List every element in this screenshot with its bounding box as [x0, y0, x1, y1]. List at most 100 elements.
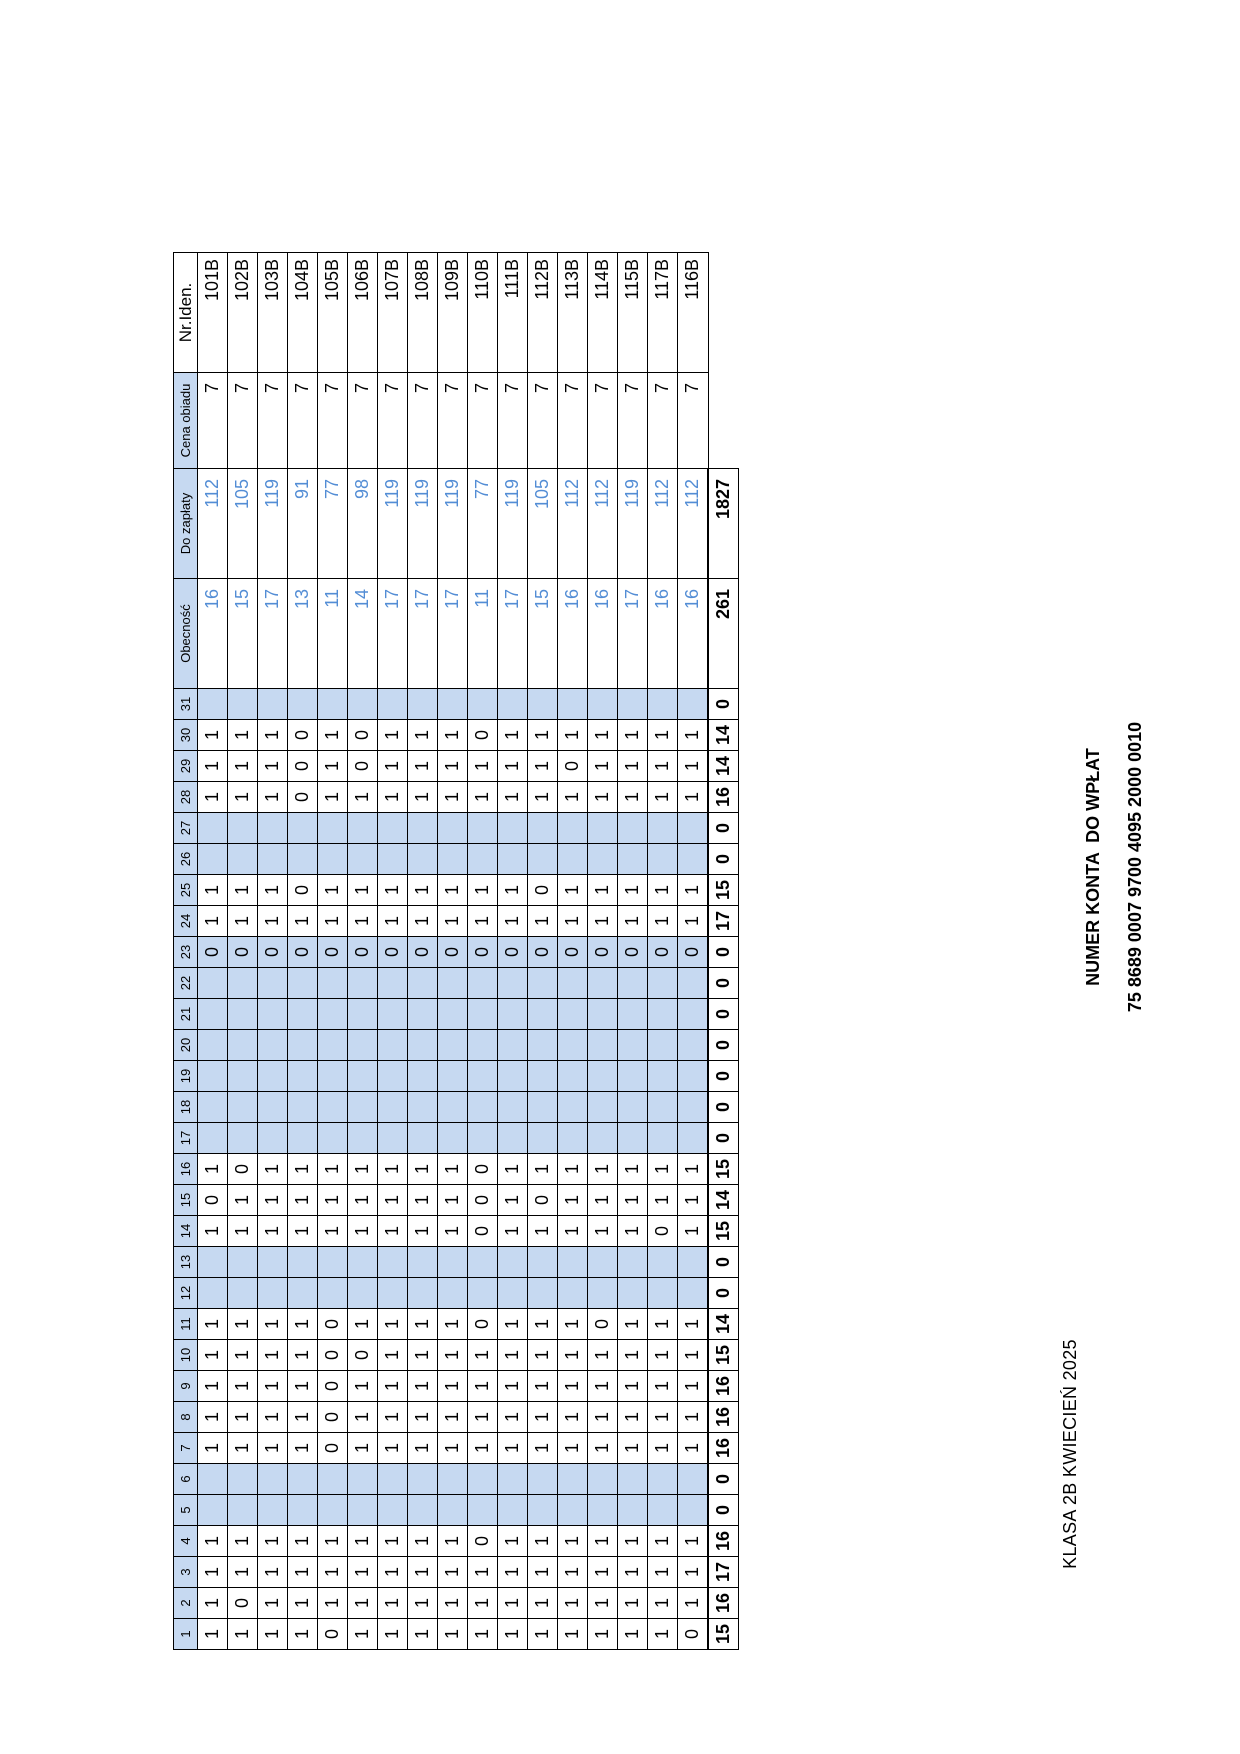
header-do-zaplaty: Do zapłaty	[173, 468, 198, 579]
day-cell: 1	[257, 719, 288, 751]
day-cell: 1	[467, 781, 498, 813]
do-zaplaty-cell: 119	[377, 468, 408, 579]
day-cell	[347, 998, 378, 1030]
day-cell	[527, 812, 558, 844]
day-cell: 1	[257, 1184, 288, 1216]
day-cell	[437, 812, 468, 844]
day-cell: 0	[197, 1184, 228, 1216]
account-info: NUMER KONTA DO WPŁAT 75 8689 0007 9700 4…	[1062, 0, 1167, 1754]
day-cell: 1	[617, 781, 648, 813]
total-day-cell: 14	[708, 1308, 739, 1340]
day-cell	[587, 688, 618, 720]
day-cell: 1	[227, 1184, 258, 1216]
day-cell	[407, 1060, 438, 1092]
day-cell: 1	[527, 905, 558, 937]
total-day-cell: 14	[708, 750, 739, 782]
header-day: 14	[173, 1215, 198, 1247]
day-cell	[677, 1029, 708, 1061]
day-cell: 1	[227, 1215, 258, 1247]
day-cell: 1	[407, 719, 438, 751]
day-cell: 1	[587, 1184, 618, 1216]
day-cell: 1	[347, 1556, 378, 1588]
day-cell	[257, 1122, 288, 1154]
day-cell: 1	[647, 1556, 678, 1588]
day-cell: 1	[197, 1339, 228, 1371]
totals-row: 15 16 17 16 0 0 16 16 16 15 14 0 0 15 14 15 0 0 0 0 0 0 0 17 15 0…	[708, 253, 739, 1650]
cena-cell: 7	[347, 372, 378, 469]
day-cell: 1	[497, 1153, 528, 1185]
day-cell: 1	[527, 1370, 558, 1402]
day-cell	[377, 1029, 408, 1061]
day-cell: 1	[377, 1401, 408, 1433]
day-cell	[257, 1029, 288, 1061]
day-cell: 1	[677, 1215, 708, 1247]
day-cell	[407, 812, 438, 844]
table-row: 1 1 1 1 1 1 1 1 1 1 1 1 0 1 1 1 0 1 16 112 7 113B	[557, 252, 588, 1650]
day-cell: 1	[527, 1556, 558, 1588]
day-cell	[467, 967, 498, 999]
day-cell: 1	[527, 1525, 558, 1557]
day-cell: 1	[317, 750, 348, 782]
day-cell	[557, 1246, 588, 1278]
total-day-cell: 0	[708, 998, 739, 1030]
day-cell: 1	[497, 1432, 528, 1464]
header-day: 27	[173, 812, 198, 844]
day-cell	[377, 812, 408, 844]
day-cell	[677, 812, 708, 844]
day-cell: 1	[467, 1401, 498, 1433]
day-cell: 1	[557, 1432, 588, 1464]
cena-cell: 7	[497, 372, 528, 469]
day-cell: 1	[287, 1215, 318, 1247]
day-cell: 1	[227, 781, 258, 813]
day-cell: 1	[407, 1556, 438, 1588]
day-cell: 1	[377, 1184, 408, 1216]
table-row: 1 1 1 1 1 1 1 0 1 1 1 1 0 1 1 1 0 0 14 98 7 106B	[347, 252, 378, 1650]
day-cell: 1	[497, 719, 528, 751]
day-cell: 1	[437, 781, 468, 813]
day-cell	[557, 1091, 588, 1123]
day-cell: 1	[587, 1215, 618, 1247]
cena-cell: 7	[437, 372, 468, 469]
day-cell: 0	[647, 1215, 678, 1247]
day-cell: 0	[257, 936, 288, 968]
total-day-cell: 16	[708, 1587, 739, 1619]
total-day-cell: 0	[708, 843, 739, 875]
day-cell	[287, 1029, 318, 1061]
day-cell: 1	[437, 1618, 468, 1650]
day-cell	[227, 843, 258, 875]
day-cell	[437, 1246, 468, 1278]
day-cell	[557, 1060, 588, 1092]
day-cell	[347, 1494, 378, 1526]
account-number: 75 8689 0007 9700 4095 2000 0010	[1125, 721, 1145, 1013]
nr-iden-cell: 101B	[197, 252, 228, 373]
header-day: 5	[173, 1494, 198, 1526]
day-cell: 1	[467, 1618, 498, 1650]
day-cell	[587, 1122, 618, 1154]
day-cell: 1	[257, 1556, 288, 1588]
day-cell: 1	[407, 1184, 438, 1216]
day-cell	[257, 1277, 288, 1309]
day-cell: 1	[197, 781, 228, 813]
day-cell: 1	[557, 1587, 588, 1619]
day-cell	[377, 1091, 408, 1123]
table-row: 1 1 1 1 1 1 1 1 1 1 1 1 0 1 0 0 0 0 13 91 7 104B	[287, 252, 318, 1650]
day-cell	[287, 1463, 318, 1495]
day-cell: 1	[347, 1153, 378, 1185]
day-cell: 1	[647, 1184, 678, 1216]
header-day: 21	[173, 998, 198, 1030]
day-cell	[287, 688, 318, 720]
day-cell	[617, 1463, 648, 1495]
day-cell	[407, 1122, 438, 1154]
day-cell	[287, 998, 318, 1030]
day-cell: 1	[527, 1153, 558, 1185]
day-cell	[497, 1494, 528, 1526]
day-cell	[587, 967, 618, 999]
header-day: 2	[173, 1587, 198, 1619]
day-cell	[317, 1122, 348, 1154]
day-cell: 1	[467, 1339, 498, 1371]
day-cell: 1	[317, 874, 348, 906]
day-cell: 1	[497, 905, 528, 937]
cena-cell: 7	[377, 372, 408, 469]
do-zaplaty-cell: 119	[617, 468, 648, 579]
day-cell: 1	[437, 874, 468, 906]
